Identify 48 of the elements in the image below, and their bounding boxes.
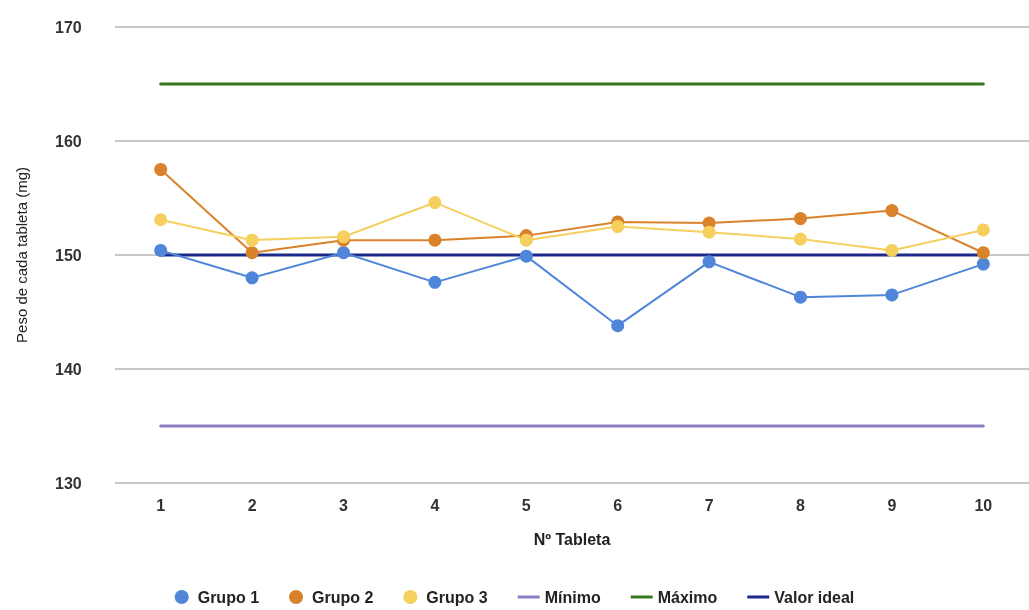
y-tick-label: 160 <box>55 132 82 150</box>
x-tick-label: 9 <box>887 496 897 514</box>
x-axis-title: Nº Tableta <box>533 530 611 548</box>
point <box>702 255 716 269</box>
point <box>245 271 259 285</box>
point <box>794 290 807 304</box>
point <box>611 220 625 233</box>
legend-label: Mínimo <box>544 588 601 606</box>
point <box>245 246 259 260</box>
x-tick-label: 1 <box>156 496 166 514</box>
point <box>702 225 716 239</box>
x-tick-label: 2 <box>247 496 257 514</box>
point <box>519 233 533 247</box>
x-tick-label: 5 <box>521 496 531 514</box>
point <box>794 212 807 226</box>
legend-label: Grupo 2 <box>312 588 374 606</box>
legend-label: Grupo 1 <box>197 588 260 606</box>
point <box>885 243 899 257</box>
point <box>611 319 625 333</box>
point <box>154 213 168 227</box>
point <box>428 233 442 247</box>
point <box>519 249 533 263</box>
point <box>154 163 168 176</box>
legend-label: Máximo <box>657 588 718 606</box>
point <box>245 233 259 247</box>
y-tick-label: 170 <box>55 18 82 36</box>
y-tick-label: 150 <box>55 246 82 264</box>
point <box>885 204 899 218</box>
y-tick-label: 130 <box>55 474 82 492</box>
x-tick-label: 4 <box>430 496 440 514</box>
point <box>428 196 442 210</box>
point <box>976 246 990 260</box>
x-tick-label: 3 <box>339 496 349 514</box>
point <box>885 288 899 302</box>
y-axis-title: Peso de cada tableta (mg) <box>13 167 30 343</box>
legend-label: Valor ideal <box>774 588 855 606</box>
point <box>337 246 350 260</box>
x-tick-label: 8 <box>796 496 806 514</box>
point <box>428 275 442 289</box>
point <box>794 232 807 246</box>
x-tick-label: 6 <box>613 496 623 514</box>
y-tick-label: 140 <box>55 360 82 378</box>
x-tick-label: 7 <box>704 496 714 514</box>
point <box>154 243 168 257</box>
point <box>976 223 990 237</box>
point <box>976 257 990 271</box>
legend-label: Grupo 3 <box>426 588 488 606</box>
x-tick-label: 10 <box>974 496 993 514</box>
